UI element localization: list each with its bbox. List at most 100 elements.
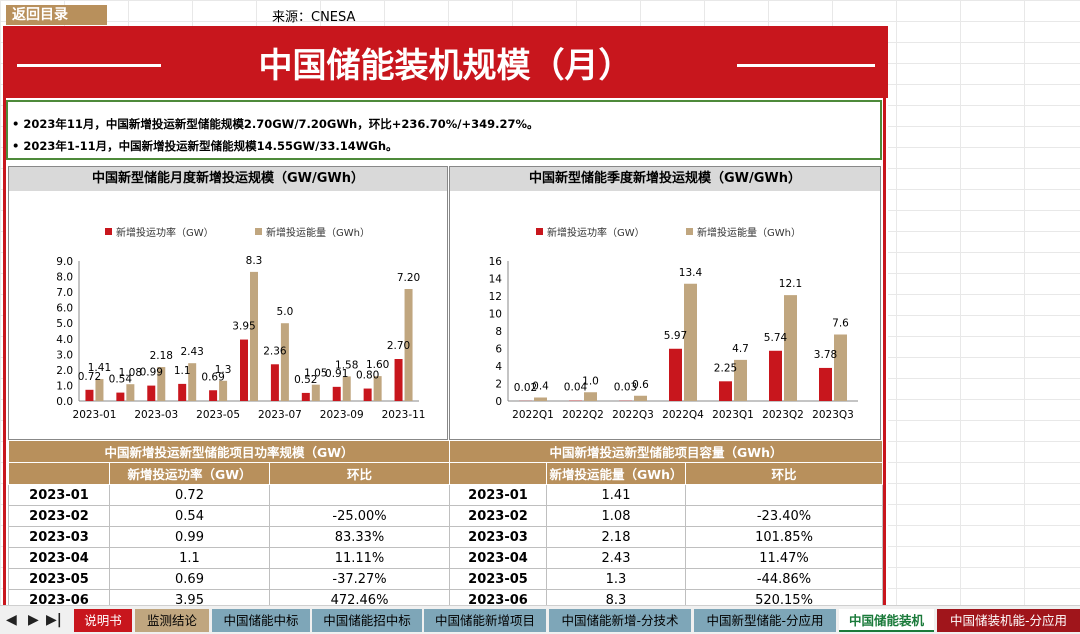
power-table: 中国新增投运新型储能项目功率规模（GW） 新增投运功率（GW） 环比 2023-… xyxy=(8,440,450,606)
y-tick-label: 0.0 xyxy=(56,396,73,408)
energy-table-cell-change[interactable]: -23.40% xyxy=(686,506,883,527)
legend-label-power: 新增投运功率（GW） xyxy=(116,226,214,239)
last-sheet-icon[interactable]: ▶| xyxy=(46,612,62,628)
title-banner: 中国储能装机规模（月） xyxy=(3,26,888,98)
energy-table-cell-value[interactable]: 1.41 xyxy=(547,485,686,506)
power-table-cell-date[interactable]: 2023-05 xyxy=(9,569,110,590)
data-label-energy-2022Q1: 0.4 xyxy=(532,381,549,393)
data-label-power-2023-11: 2.70 xyxy=(387,340,410,352)
sheet-tab-2[interactable]: 中国储能中标 xyxy=(212,609,310,632)
energy-table-cell-value[interactable]: 1.3 xyxy=(547,569,686,590)
sheet-tab-0[interactable]: 说明书 xyxy=(74,609,132,632)
power-table-cell-date[interactable]: 2023-02 xyxy=(9,506,110,527)
data-label-power-2023-10: 0.80 xyxy=(356,370,379,382)
power-table-cell-date[interactable]: 2023-04 xyxy=(9,548,110,569)
power-table-panel: 中国新增投运新型储能项目功率规模（GW） 新增投运功率（GW） 环比 2023-… xyxy=(8,440,449,606)
energy-table-header-date xyxy=(450,463,547,485)
legend-label-energy: 新增投运能量（GWh） xyxy=(697,226,801,239)
energy-table-cell-date[interactable]: 2023-02 xyxy=(450,506,547,527)
energy-table-header-change: 环比 xyxy=(686,463,883,485)
power-table-cell-value[interactable]: 0.72 xyxy=(110,485,270,506)
power-table-cell-change[interactable] xyxy=(270,485,450,506)
y-tick-label: 5.0 xyxy=(56,318,73,330)
power-table-cell-value[interactable]: 0.99 xyxy=(110,527,270,548)
energy-table-cell-value[interactable]: 1.08 xyxy=(547,506,686,527)
energy-table-cell-change[interactable]: 520.15% xyxy=(686,590,883,607)
sheet-tab-3[interactable]: 中国储能招中标 xyxy=(312,609,422,632)
energy-table-cell-change[interactable]: 11.47% xyxy=(686,548,883,569)
dashboard-sheet: 中国储能装机规模（月） • 2023年11月，中国新增投运新型储能规模2.70G… xyxy=(3,26,888,606)
data-label-energy-2023Q2: 12.1 xyxy=(779,278,802,290)
prev-sheet-icon[interactable]: ◀ xyxy=(6,612,17,628)
sheet-tab-7[interactable]: 中国储能装机 xyxy=(839,609,934,632)
bar-energy-2022Q1 xyxy=(534,398,547,402)
energy-table-cell-value[interactable]: 2.43 xyxy=(547,548,686,569)
x-tick-label-2023-07: 2023-07 xyxy=(258,409,302,421)
power-table-cell-change[interactable]: -37.27% xyxy=(270,569,450,590)
power-table-cell-value[interactable]: 1.1 xyxy=(110,548,270,569)
bar-energy-2023-09 xyxy=(343,376,351,401)
legend-swatch-energy xyxy=(686,228,693,235)
source-label: 来源：CNESA xyxy=(272,6,355,25)
energy-table-cell-value[interactable]: 2.18 xyxy=(547,527,686,548)
data-label-energy-2023-02: 1.08 xyxy=(119,367,142,379)
bar-power-2023-08 xyxy=(302,393,310,401)
energy-table-cell-date[interactable]: 2023-04 xyxy=(450,548,547,569)
summary-line-2: • 2023年1-11月，中国新增投运新型储能规模14.55GW/33.14WG… xyxy=(12,138,398,154)
data-label-energy-2023-01: 1.41 xyxy=(88,362,111,374)
bar-power-2023Q2 xyxy=(769,351,782,401)
power-table-cell-change[interactable]: 83.33% xyxy=(270,527,450,548)
x-tick-label-2023-03: 2023-03 xyxy=(134,409,178,421)
data-label-power-2023Q3: 3.78 xyxy=(814,349,837,361)
bar-energy-2023Q2 xyxy=(784,295,797,401)
next-sheet-icon[interactable]: ▶ xyxy=(28,612,39,628)
energy-table-cell-change[interactable]: 101.85% xyxy=(686,527,883,548)
energy-table-cell-value[interactable]: 8.3 xyxy=(547,590,686,607)
data-label-power-2023-03: 0.99 xyxy=(140,367,163,379)
data-label-energy-2023-05: 1.3 xyxy=(215,364,232,376)
energy-table-cell-date[interactable]: 2023-03 xyxy=(450,527,547,548)
data-label-energy-2022Q2: 1.0 xyxy=(582,375,599,387)
power-table-cell-change[interactable]: 472.46% xyxy=(270,590,450,607)
power-table-cell-value[interactable]: 0.54 xyxy=(110,506,270,527)
y-tick-label: 6.0 xyxy=(56,303,73,315)
legend-swatch-power xyxy=(536,228,543,235)
y-tick-label: 10 xyxy=(489,309,502,321)
power-table-cell-change[interactable]: 11.11% xyxy=(270,548,450,569)
energy-table-cell-date[interactable]: 2023-01 xyxy=(450,485,547,506)
summary-line-1: • 2023年11月，中国新增投运新型储能规模2.70GW/7.20GWh，环比… xyxy=(12,116,539,132)
bar-energy-2023-06 xyxy=(250,272,258,401)
power-table-cell-change[interactable]: -25.00% xyxy=(270,506,450,527)
bar-power-2023-03 xyxy=(147,386,155,401)
energy-table-cell-date[interactable]: 2023-05 xyxy=(450,569,547,590)
bar-energy-2023Q3 xyxy=(834,335,847,402)
back-to-index-button[interactable]: 返回目录 xyxy=(6,5,107,25)
data-label-power-2023-07: 2.36 xyxy=(263,345,287,357)
power-table-cell-date[interactable]: 2023-01 xyxy=(9,485,110,506)
power-table-cell-value[interactable]: 3.95 xyxy=(110,590,270,607)
sheet-tab-5[interactable]: 中国储能新增-分技术 xyxy=(549,609,691,632)
sheet-tab-4[interactable]: 中国储能新增项目 xyxy=(424,609,546,632)
sheet-tab-1[interactable]: 监测结论 xyxy=(135,609,209,632)
data-label-energy-2023-07: 5.0 xyxy=(277,306,294,318)
bar-power-2023-07 xyxy=(271,364,279,401)
y-tick-label: 7.0 xyxy=(56,287,73,299)
power-table-cell-date[interactable]: 2023-06 xyxy=(9,590,110,607)
energy-table-cell-date[interactable]: 2023-06 xyxy=(450,590,547,607)
y-tick-label: 12 xyxy=(489,291,502,303)
legend-label-power: 新增投运功率（GW） xyxy=(547,226,645,239)
sheet-tab-8[interactable]: 中国储装机能-分应用 xyxy=(937,609,1080,632)
x-tick-label-2022Q4: 2022Q4 xyxy=(662,409,704,421)
energy-table-cell-change[interactable] xyxy=(686,485,883,506)
energy-table-header-value: 新增投运能量（GWh） xyxy=(547,463,686,485)
legend-swatch-power xyxy=(105,228,112,235)
energy-table-cell-change[interactable]: -44.86% xyxy=(686,569,883,590)
page-title: 中国储能装机规模（月） xyxy=(3,38,888,87)
power-table-cell-date[interactable]: 2023-03 xyxy=(9,527,110,548)
power-table-cell-value[interactable]: 0.69 xyxy=(110,569,270,590)
sheet-tab-6[interactable]: 中国新型储能-分应用 xyxy=(694,609,836,632)
y-tick-label: 0 xyxy=(495,396,502,408)
